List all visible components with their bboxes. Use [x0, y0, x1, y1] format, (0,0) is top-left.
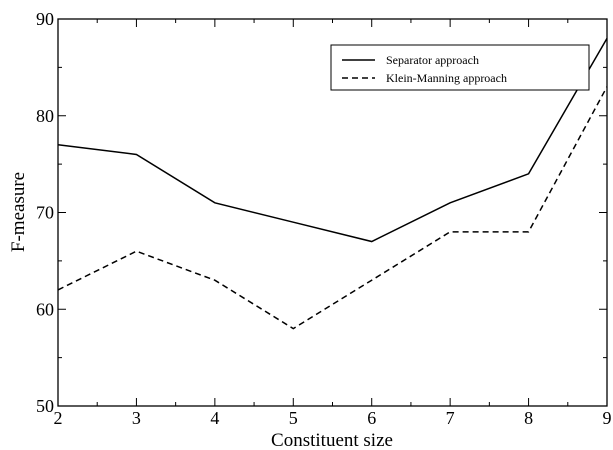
axis-ticks [57, 18, 608, 407]
axis-tick-labels: 2 3 4 5 6 7 8 9 50 60 70 80 90 [36, 9, 612, 428]
x-tick-label: 5 [289, 408, 298, 428]
series-line-separator [57, 37, 608, 243]
x-tick-label: 4 [210, 408, 219, 428]
y-tick-label: 60 [36, 299, 54, 319]
x-tick-label: 9 [603, 408, 612, 428]
series-line-klein-manning [57, 86, 608, 330]
legend-box [330, 44, 590, 91]
y-tick-label: 70 [36, 203, 54, 223]
y-tick-label: 50 [36, 396, 54, 416]
x-tick-label: 2 [54, 408, 63, 428]
legend: Separator approach Klein-Manning approac… [330, 44, 590, 91]
legend-label-klein-manning: Klein-Manning approach [386, 71, 507, 85]
y-tick-label: 80 [36, 106, 54, 126]
x-tick-label: 8 [524, 408, 533, 428]
legend-label-separator: Separator approach [386, 53, 479, 67]
x-tick-label: 6 [367, 408, 376, 428]
y-axis-title: F-measure [8, 172, 29, 252]
series-lines [57, 37, 608, 330]
x-tick-label: 7 [446, 408, 455, 428]
x-tick-label: 3 [132, 408, 141, 428]
x-axis-title: Constituent size [271, 430, 393, 450]
y-tick-label: 90 [36, 9, 54, 29]
